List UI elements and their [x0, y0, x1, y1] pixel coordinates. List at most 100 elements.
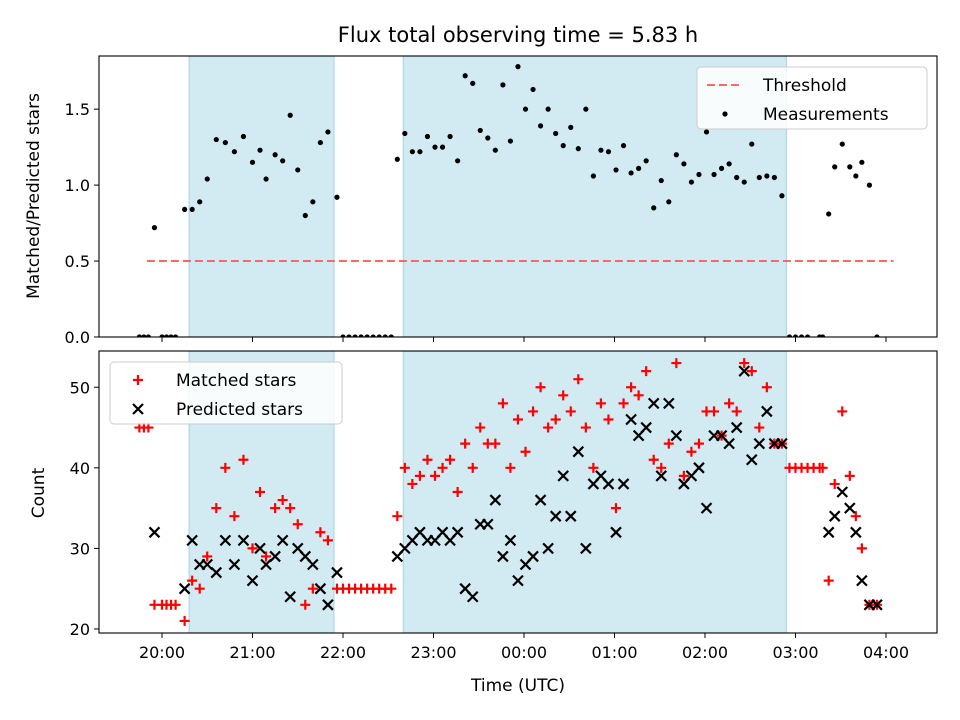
data-point [229, 511, 240, 522]
data-point [565, 406, 576, 417]
data-point [580, 422, 591, 433]
data-point [746, 366, 757, 377]
data-point [700, 502, 713, 514]
x-tick-label: 00:00 [501, 643, 547, 662]
data-point [222, 139, 228, 146]
data-point [307, 583, 318, 594]
data-point [394, 156, 400, 162]
data-point [515, 64, 521, 70]
data-point [240, 133, 247, 140]
data-point [745, 453, 758, 466]
data-point [228, 558, 241, 571]
data-point [856, 574, 868, 587]
data-point [847, 164, 853, 170]
data-point [871, 599, 883, 611]
data-point [422, 454, 433, 465]
x-axis-label: Time (UTC) [470, 676, 565, 696]
data-point [527, 550, 539, 563]
data-point [723, 437, 735, 450]
data-point [467, 462, 478, 473]
data-point [352, 334, 358, 337]
data-point [643, 158, 649, 164]
data-point [850, 511, 861, 522]
data-point [182, 206, 188, 213]
data-point [358, 334, 364, 337]
x-tick-label: 22:00 [320, 643, 366, 662]
data-point [633, 390, 644, 401]
data-point [284, 590, 296, 603]
data-point [588, 462, 599, 473]
x-tick-label: 02:00 [682, 643, 728, 662]
data-point [331, 566, 343, 579]
bottom-y-axis-label: Count [29, 467, 49, 518]
data-point [739, 358, 750, 369]
data-point [703, 129, 710, 135]
data-point [839, 141, 845, 147]
data-point [618, 398, 629, 409]
data-point [409, 149, 415, 155]
data-point [247, 543, 258, 554]
data-point [761, 382, 772, 393]
data-point [828, 510, 841, 522]
data-point [269, 550, 281, 563]
data-point [310, 199, 316, 205]
data-point [172, 334, 179, 337]
data-point [605, 149, 612, 155]
data-point [595, 398, 606, 409]
data-point [445, 454, 456, 465]
data-point [804, 334, 811, 337]
data-point [490, 438, 501, 449]
data-point [572, 445, 585, 458]
data-point [249, 159, 256, 165]
data-point [388, 334, 394, 337]
data-point [711, 171, 717, 178]
data-point [407, 478, 418, 489]
data-point [771, 174, 777, 181]
data-point [734, 174, 740, 181]
data-point [477, 127, 483, 134]
data-point [462, 73, 468, 79]
data-point [724, 398, 735, 409]
data-point [497, 398, 508, 409]
y-tick-label: 1.0 [65, 176, 90, 195]
data-point [602, 478, 615, 490]
data-point [197, 199, 203, 205]
data-point [417, 149, 423, 155]
data-point [276, 534, 289, 547]
data-point [853, 173, 859, 179]
data-point [626, 382, 637, 393]
data-point [528, 406, 539, 417]
data-point [314, 582, 327, 595]
data-point [382, 334, 388, 337]
data-point [798, 334, 805, 337]
plot-area [136, 56, 894, 337]
data-point [693, 438, 704, 449]
data-point [489, 494, 502, 506]
data-point [159, 334, 165, 337]
data-point [753, 437, 766, 450]
data-point [648, 454, 659, 465]
data-point [671, 358, 682, 369]
data-point [280, 158, 286, 164]
series-predicted-stars [148, 365, 883, 611]
legend-box [109, 361, 343, 425]
data-point [430, 470, 441, 481]
data-point [673, 152, 679, 158]
data-point [504, 534, 517, 547]
data-point [307, 558, 319, 571]
data-point [726, 161, 732, 167]
data-point [260, 558, 272, 571]
data-point [641, 366, 652, 377]
data-point [542, 542, 554, 555]
data-point [663, 438, 674, 449]
data-point [277, 495, 288, 506]
y-tick-label: 1.5 [65, 100, 90, 119]
data-point [866, 182, 873, 188]
data-point [730, 421, 743, 434]
plot-area [134, 351, 883, 633]
data-point [315, 527, 326, 538]
data-point [647, 397, 660, 410]
data-point [386, 583, 397, 594]
data-point [263, 176, 269, 182]
